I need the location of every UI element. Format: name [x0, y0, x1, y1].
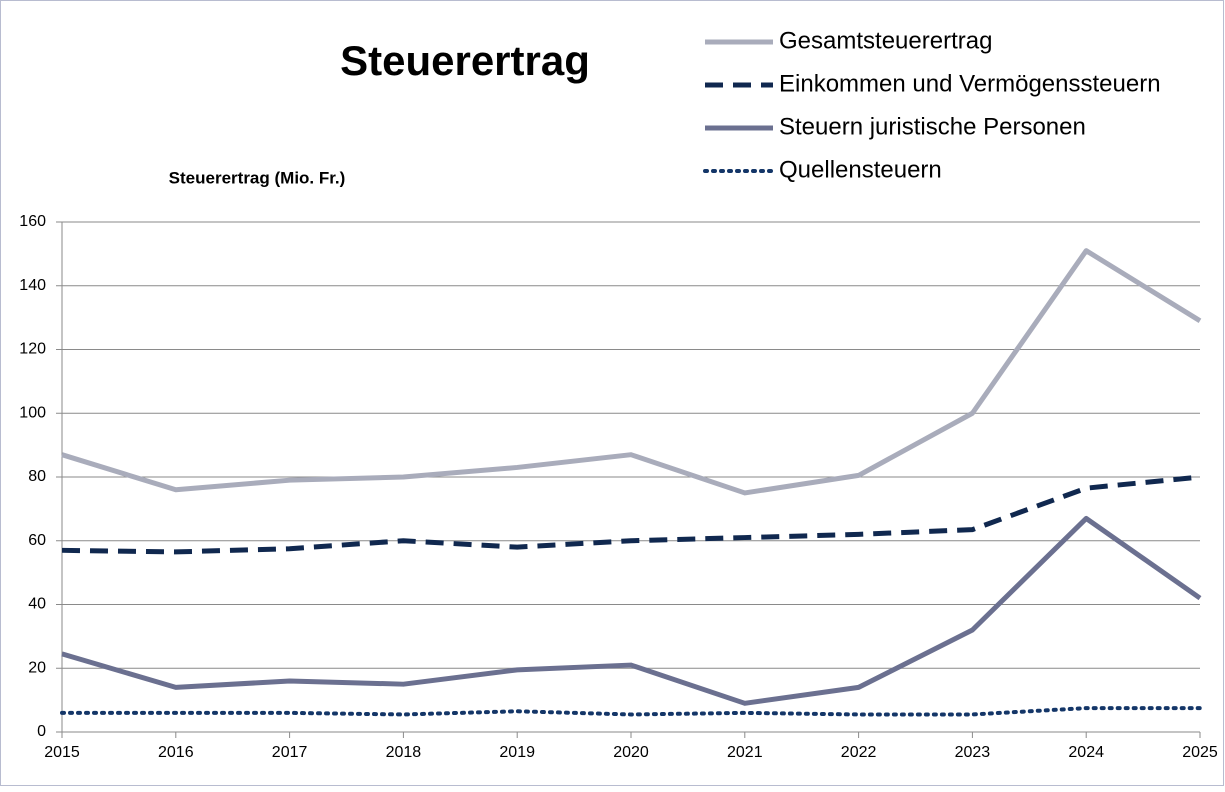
- legend-label: Quellensteuern: [779, 156, 942, 183]
- y-tick-label: 80: [28, 468, 46, 485]
- x-tick-label: 2015: [44, 744, 80, 761]
- x-tick-label: 2019: [499, 744, 535, 761]
- y-axis-label: Steuerertrag (Mio. Fr.): [169, 168, 346, 187]
- x-tick-label: 2017: [272, 744, 308, 761]
- x-tick-label: 2023: [955, 744, 991, 761]
- data-line: [61, 515, 1202, 706]
- y-tick-label: 140: [19, 277, 46, 294]
- legend-label: Steuern juristische Personen: [779, 113, 1086, 140]
- legend-label: Einkommen und Vermögenssteuern: [779, 70, 1161, 97]
- x-tick-label: 2016: [158, 744, 194, 761]
- y-tick-label: 0: [37, 723, 46, 740]
- y-tick-label: 100: [19, 404, 46, 421]
- data-line: [61, 248, 1202, 496]
- x-tick-label: 2024: [1068, 744, 1104, 761]
- legend-label: Gesamtsteuerertrag: [779, 27, 992, 54]
- y-tick-label: 160: [19, 213, 46, 230]
- x-tick-label: 2020: [613, 744, 649, 761]
- data-line: [60, 706, 1202, 717]
- y-tick-label: 40: [28, 596, 46, 613]
- y-tick-label: 20: [28, 659, 46, 676]
- x-tick-label: 2021: [727, 744, 763, 761]
- x-tick-label: 2022: [841, 744, 877, 761]
- y-tick-label: 120: [19, 341, 46, 358]
- chart-title: Steuerertrag: [340, 37, 590, 84]
- data-line: [61, 474, 1201, 555]
- y-tick-label: 60: [28, 532, 46, 549]
- x-tick-label: 2025: [1182, 744, 1218, 761]
- x-tick-label: 2018: [386, 744, 422, 761]
